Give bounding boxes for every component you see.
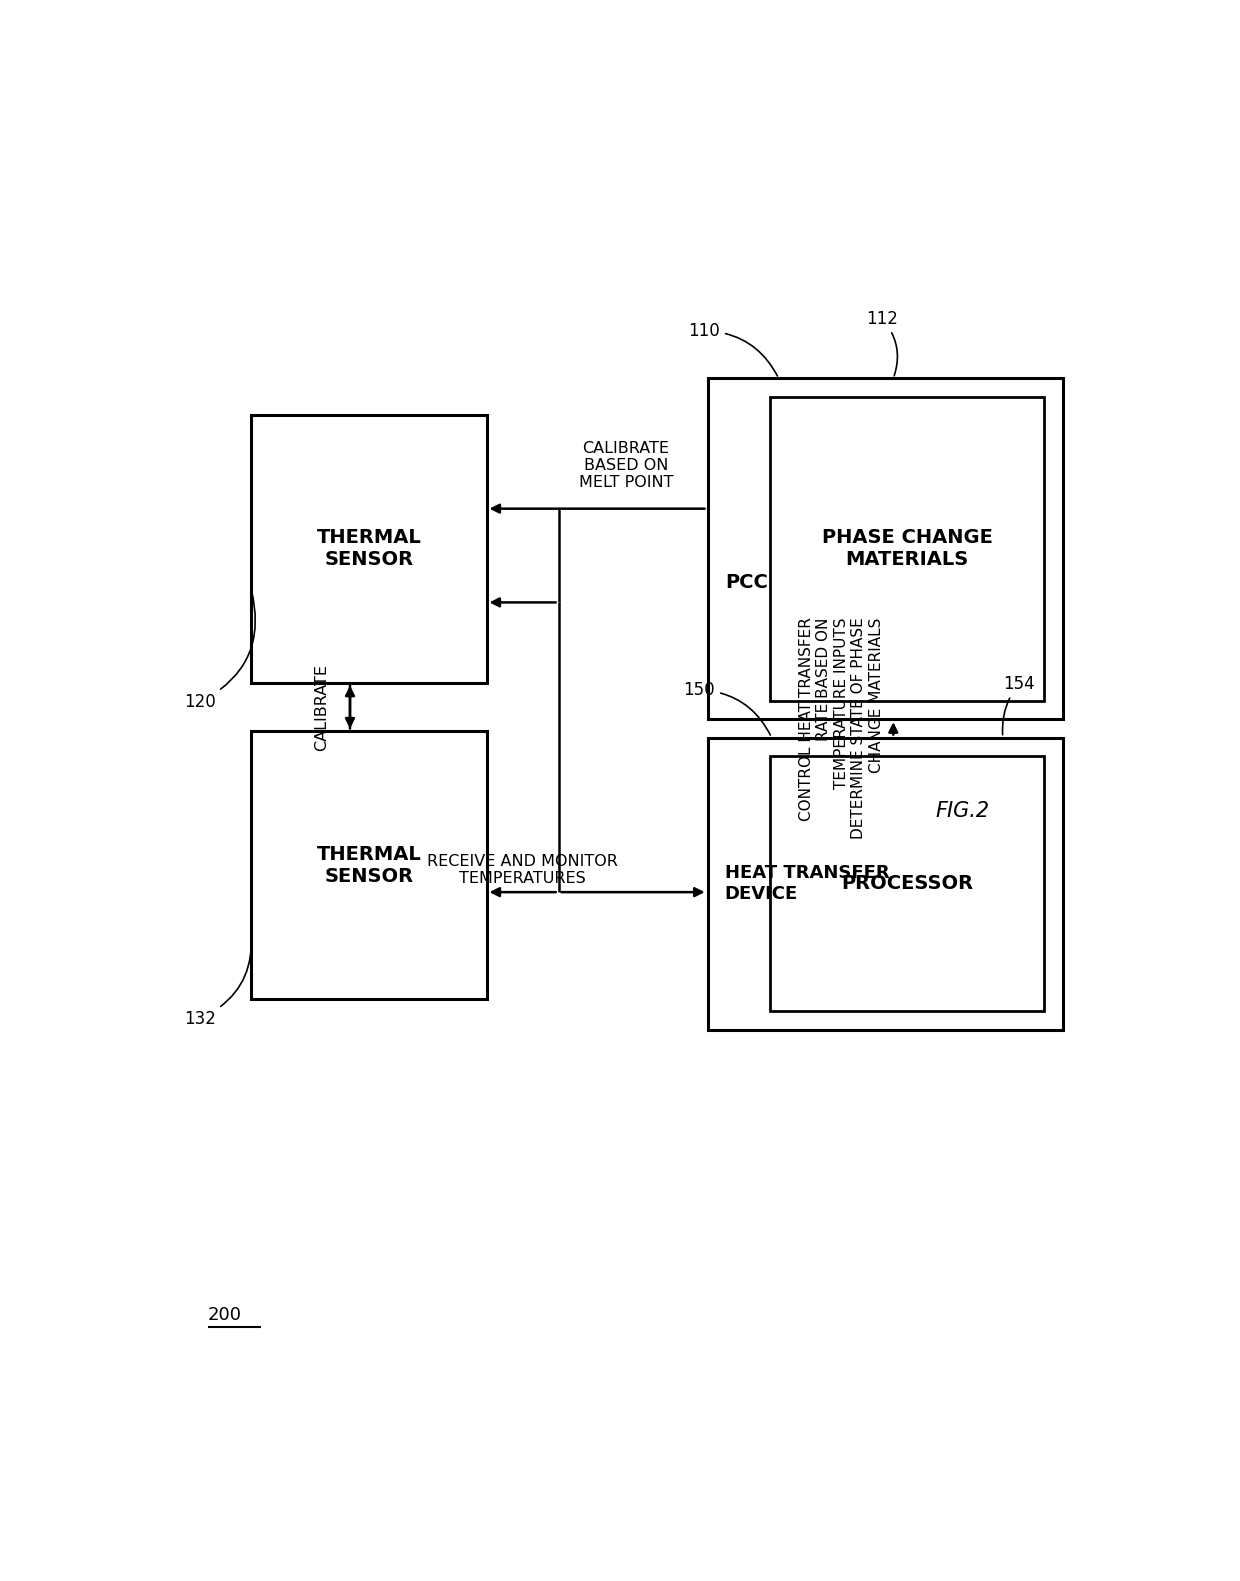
Bar xyxy=(250,732,486,999)
Text: 154: 154 xyxy=(1002,675,1034,735)
Text: HEAT TRANSFER
DEVICE: HEAT TRANSFER DEVICE xyxy=(725,865,889,903)
Text: PHASE CHANGE
MATERIALS: PHASE CHANGE MATERIALS xyxy=(822,528,992,569)
Text: 110: 110 xyxy=(688,323,777,376)
Text: CONTROL HEAT TRANSFER
RATE BASED ON
TEMPERATURE INPUTS
DETERMINE STATE OF PHASE
: CONTROL HEAT TRANSFER RATE BASED ON TEMP… xyxy=(799,618,884,840)
Text: 150: 150 xyxy=(683,681,770,735)
Text: 132: 132 xyxy=(184,934,252,1028)
Bar xyxy=(708,378,1063,719)
Bar xyxy=(250,414,486,683)
Bar xyxy=(770,397,1044,700)
Text: PCC: PCC xyxy=(725,574,768,593)
Text: RECEIVE AND MONITOR
TEMPERATURES: RECEIVE AND MONITOR TEMPERATURES xyxy=(427,854,618,885)
Text: 112: 112 xyxy=(866,310,898,376)
Text: CALIBRATE
BASED ON
MELT POINT: CALIBRATE BASED ON MELT POINT xyxy=(579,441,673,490)
Text: THERMAL
SENSOR: THERMAL SENSOR xyxy=(316,528,422,569)
Bar xyxy=(770,756,1044,1012)
Bar xyxy=(708,737,1063,1029)
Text: PROCESSOR: PROCESSOR xyxy=(841,874,973,893)
Text: THERMAL
SENSOR: THERMAL SENSOR xyxy=(316,844,422,885)
Text: 120: 120 xyxy=(184,591,255,711)
Text: CALIBRATE: CALIBRATE xyxy=(314,664,329,751)
Text: FIG.2: FIG.2 xyxy=(935,800,990,821)
Text: 200: 200 xyxy=(208,1306,242,1325)
